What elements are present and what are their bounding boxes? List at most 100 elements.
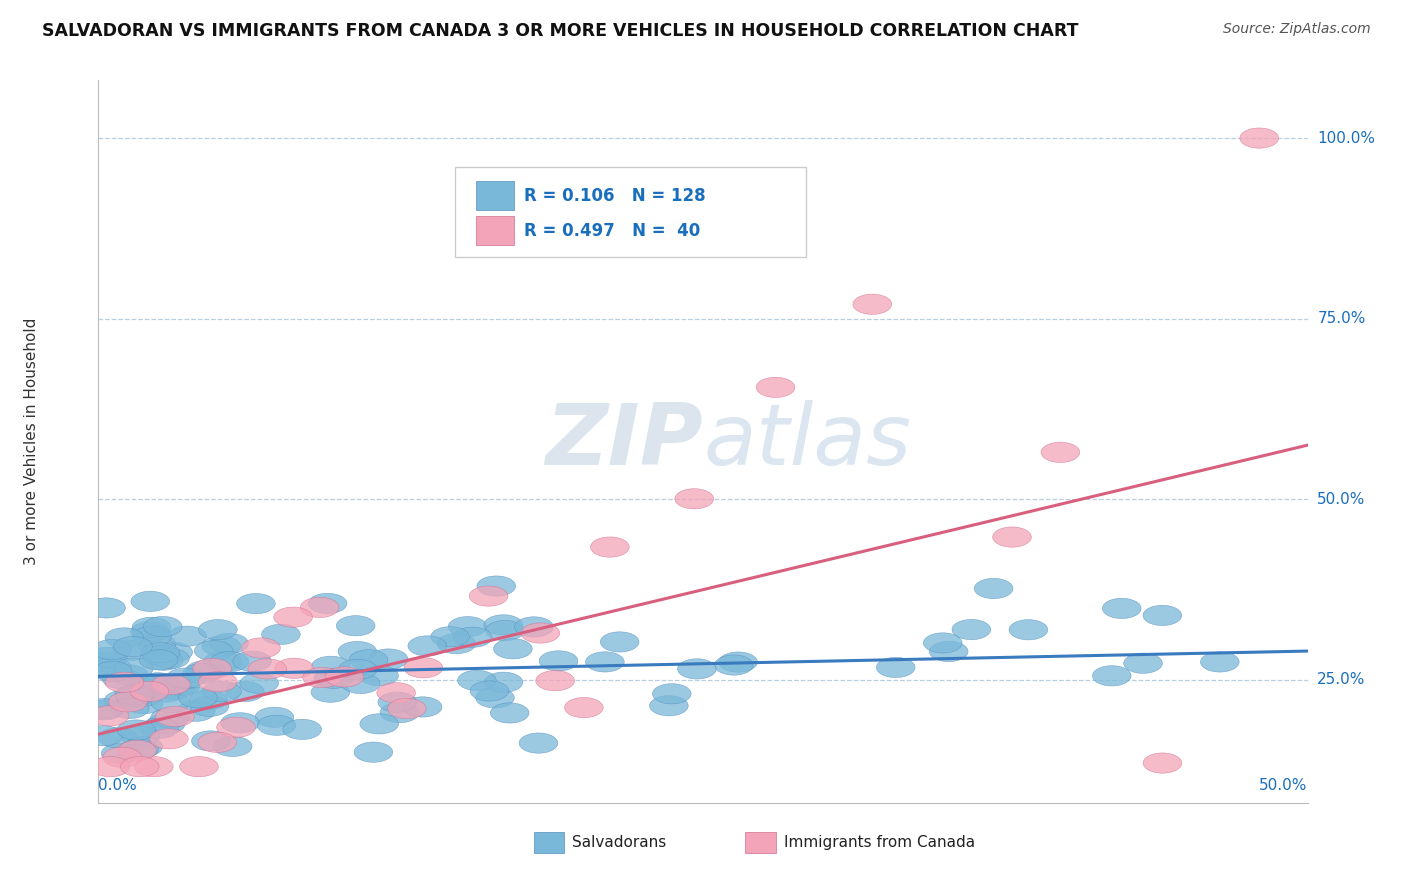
Ellipse shape [453, 627, 492, 648]
Ellipse shape [477, 576, 516, 596]
Ellipse shape [242, 638, 280, 658]
Ellipse shape [150, 692, 190, 713]
Ellipse shape [484, 615, 523, 635]
Ellipse shape [108, 691, 148, 712]
Ellipse shape [87, 598, 125, 618]
Ellipse shape [105, 628, 143, 648]
Ellipse shape [121, 726, 160, 747]
Ellipse shape [337, 641, 377, 662]
Ellipse shape [475, 688, 515, 708]
Ellipse shape [89, 647, 127, 667]
Ellipse shape [141, 642, 180, 663]
Ellipse shape [591, 537, 630, 558]
Ellipse shape [650, 696, 688, 716]
Ellipse shape [198, 732, 236, 753]
Ellipse shape [186, 660, 225, 681]
Ellipse shape [853, 294, 891, 314]
Ellipse shape [437, 633, 475, 654]
Ellipse shape [121, 756, 159, 777]
Ellipse shape [131, 622, 169, 642]
Ellipse shape [104, 690, 143, 710]
Ellipse shape [714, 655, 754, 675]
Text: 100.0%: 100.0% [1317, 130, 1375, 145]
Ellipse shape [1102, 599, 1142, 618]
Ellipse shape [457, 670, 496, 690]
Ellipse shape [301, 598, 339, 617]
Text: atlas: atlas [703, 400, 911, 483]
Ellipse shape [135, 676, 173, 697]
Ellipse shape [150, 648, 190, 669]
Ellipse shape [166, 668, 205, 689]
Ellipse shape [952, 619, 991, 640]
Ellipse shape [86, 659, 125, 679]
Ellipse shape [162, 675, 200, 696]
Ellipse shape [217, 717, 256, 738]
Ellipse shape [183, 664, 221, 684]
Ellipse shape [672, 226, 710, 245]
Text: SALVADORAN VS IMMIGRANTS FROM CANADA 3 OR MORE VEHICLES IN HOUSEHOLD CORRELATION: SALVADORAN VS IMMIGRANTS FROM CANADA 3 O… [42, 22, 1078, 40]
Ellipse shape [929, 641, 969, 662]
Ellipse shape [370, 648, 408, 669]
Ellipse shape [233, 651, 271, 672]
Ellipse shape [388, 698, 426, 719]
Ellipse shape [204, 652, 242, 672]
Ellipse shape [491, 703, 529, 723]
Ellipse shape [652, 683, 692, 704]
Ellipse shape [1010, 620, 1047, 640]
Ellipse shape [180, 756, 218, 777]
Ellipse shape [131, 591, 170, 612]
Ellipse shape [678, 659, 716, 679]
Ellipse shape [876, 657, 915, 678]
Text: ZIP: ZIP [546, 400, 703, 483]
Ellipse shape [93, 657, 132, 678]
Ellipse shape [124, 737, 163, 756]
Ellipse shape [924, 632, 962, 653]
Ellipse shape [149, 729, 188, 749]
Ellipse shape [485, 621, 524, 640]
Ellipse shape [380, 703, 419, 723]
Text: 3 or more Vehicles in Household: 3 or more Vehicles in Household [24, 318, 39, 566]
Ellipse shape [139, 673, 177, 693]
Ellipse shape [336, 615, 375, 636]
Ellipse shape [585, 652, 624, 672]
Ellipse shape [156, 706, 194, 727]
Ellipse shape [139, 649, 179, 670]
Ellipse shape [209, 651, 249, 672]
Ellipse shape [221, 713, 259, 733]
Ellipse shape [515, 616, 554, 637]
FancyBboxPatch shape [534, 831, 564, 854]
Ellipse shape [718, 652, 758, 673]
Ellipse shape [112, 640, 150, 660]
Ellipse shape [146, 714, 186, 734]
Ellipse shape [274, 658, 314, 679]
FancyBboxPatch shape [745, 831, 776, 854]
Ellipse shape [110, 665, 148, 685]
Ellipse shape [150, 707, 190, 728]
Ellipse shape [93, 661, 132, 681]
Text: 25.0%: 25.0% [1317, 673, 1365, 688]
Ellipse shape [90, 706, 129, 726]
Ellipse shape [1240, 128, 1278, 148]
Ellipse shape [470, 681, 509, 701]
Ellipse shape [179, 688, 218, 708]
Ellipse shape [132, 617, 172, 638]
Ellipse shape [84, 698, 124, 719]
Ellipse shape [378, 692, 416, 713]
Ellipse shape [93, 640, 131, 660]
Text: Immigrants from Canada: Immigrants from Canada [785, 835, 976, 850]
Text: 0.0%: 0.0% [98, 778, 138, 792]
Ellipse shape [325, 667, 364, 687]
Ellipse shape [98, 728, 136, 747]
Ellipse shape [314, 668, 353, 689]
Ellipse shape [565, 698, 603, 718]
Ellipse shape [101, 743, 141, 764]
Ellipse shape [141, 718, 179, 739]
Text: R = 0.497   N =  40: R = 0.497 N = 40 [524, 221, 700, 240]
Ellipse shape [198, 672, 238, 692]
Ellipse shape [117, 720, 156, 740]
Ellipse shape [974, 578, 1012, 599]
Ellipse shape [993, 527, 1032, 547]
Ellipse shape [176, 701, 215, 722]
Ellipse shape [274, 607, 312, 627]
Ellipse shape [1201, 652, 1239, 672]
